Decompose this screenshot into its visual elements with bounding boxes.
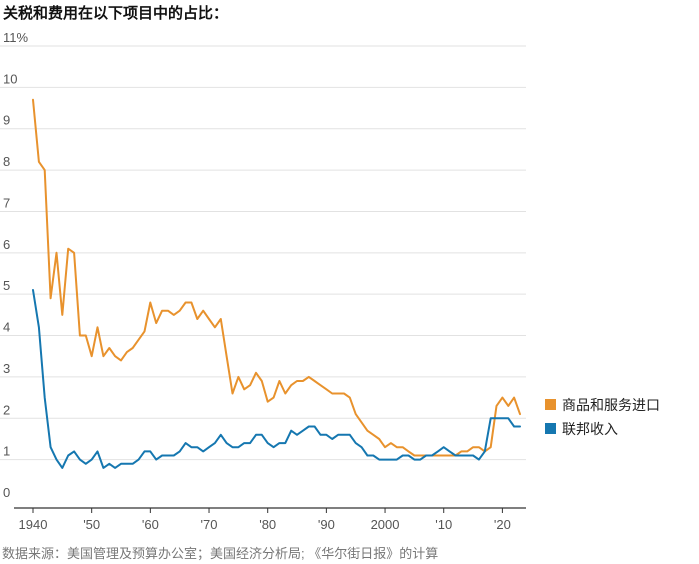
y-tick-label: 1 [3, 444, 10, 459]
x-axis: 1940 '50 '60 '70 '80 '90 2000 '10 '20 [14, 507, 526, 532]
x-tick-label: '60 [142, 517, 159, 532]
x-tick-label: 1940 [19, 517, 48, 532]
y-tick-label: 5 [3, 278, 10, 293]
y-tick-label: 9 [3, 113, 10, 128]
y-tick-label: 11% [3, 30, 28, 45]
legend-label: 商品和服务进口 [562, 397, 660, 413]
x-tick-label: '90 [318, 517, 335, 532]
legend-label: 联邦收入 [562, 421, 618, 437]
legend-swatch [545, 423, 556, 434]
y-tick-label: 6 [3, 237, 10, 252]
source-note: 数据来源：美国管理及预算办公室；美国经济分析局; 《华尔街日报》的计算 [2, 546, 439, 561]
x-tick-label: '70 [201, 517, 218, 532]
x-tick-label: 2000 [371, 517, 400, 532]
y-tick-label: 2 [3, 402, 10, 417]
series-line-federal-revenue [32, 289, 521, 469]
y-tick-label: 0 [3, 485, 10, 500]
chart-title: 关税和费用在以下项目中的占比： [3, 5, 229, 22]
series-layer [32, 98, 521, 469]
y-tick-label: 8 [3, 154, 10, 169]
y-tick-label: 3 [3, 361, 10, 376]
legend-swatch [545, 399, 556, 410]
x-tick-label: '50 [83, 517, 100, 532]
x-tick-label: '20 [494, 517, 511, 532]
x-tick-label: '10 [435, 517, 452, 532]
x-tick-label: '80 [259, 517, 276, 532]
y-tick-label: 10 [3, 71, 17, 86]
y-axis-tick-labels: 0 1 2 3 4 5 6 7 8 9 10 11% [3, 30, 28, 500]
y-tick-label: 7 [3, 195, 10, 210]
y-tick-label: 4 [3, 320, 10, 335]
series-line-imports [32, 98, 521, 457]
grid-layer [0, 45, 526, 461]
